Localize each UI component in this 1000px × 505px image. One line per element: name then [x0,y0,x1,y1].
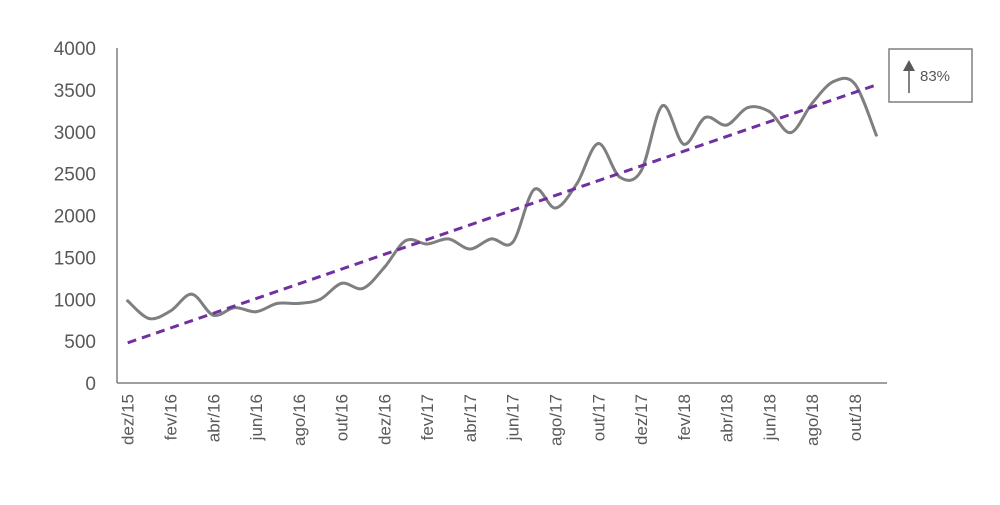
x-tick-label: ago/16 [290,394,309,446]
x-tick-label: jun/18 [760,394,779,441]
x-tick-label: dez/17 [632,394,651,445]
y-axis-tick-labels: 0 500 1000 1500 2000 2500 3000 3500 4000 [54,39,96,395]
data-point [275,301,279,305]
data-point [382,265,386,269]
data-point [853,82,857,86]
y-tick-label: 4000 [54,39,96,60]
axes [116,48,887,384]
data-point [447,237,450,241]
data-point [725,123,729,127]
x-tick-label: out/17 [589,394,608,441]
y-tick-label: 3000 [54,123,96,144]
x-tick-label: dez/16 [375,394,394,445]
x-tick-label: fev/17 [418,394,437,440]
data-point [596,142,600,145]
data-point [660,104,664,108]
data-point [532,188,536,191]
trendline [127,83,877,345]
data-point [746,106,750,109]
up-arrow-icon [903,60,915,93]
data-point [254,310,258,314]
x-tick-label: dez/15 [119,394,138,445]
data-point [511,240,515,244]
x-tick-label: fev/18 [675,394,694,440]
data-point [767,110,771,114]
x-tick-label: jun/16 [247,394,266,441]
data-point [703,116,707,119]
x-tick-label: abr/17 [461,394,480,442]
y-tick-label: 0 [85,374,96,395]
data-point [425,242,429,246]
data-point [832,80,835,83]
y-tick-label: 1000 [54,290,96,311]
data-point [404,239,408,243]
annotation-label: 83% [920,68,950,85]
data-point [340,281,344,285]
y-tick-label: 3500 [54,81,96,102]
data-point [789,131,793,135]
y-tick-label: 500 [64,332,96,353]
data-point [554,206,557,210]
x-tick-label: out/16 [333,394,352,441]
x-tick-label: abr/18 [718,394,737,442]
x-tick-label: abr/16 [204,394,223,442]
x-axis-tick-labels: dez/15 fev/16 abr/16 jun/16 ago/16 out/16 dez/… [119,394,865,446]
growth-annotation: 83% [888,48,973,103]
data-point [874,133,878,137]
series-line [126,76,878,321]
x-tick-label: jun/17 [504,394,523,441]
x-tick-label: fev/16 [161,394,180,440]
y-tick-label: 2500 [54,165,96,186]
data-point [489,237,493,241]
data-point [682,142,686,146]
data-point [639,169,643,173]
data-point [618,175,622,179]
y-tick-label: 2000 [54,207,96,228]
data-point [318,297,322,301]
x-tick-label: out/18 [846,394,865,441]
data-point [169,309,172,313]
data-point [361,286,365,290]
data-point [126,299,130,303]
data-point [190,292,194,296]
data-point [810,101,814,105]
y-tick-label: 1500 [54,248,96,269]
x-tick-label: ago/17 [546,394,565,446]
series-layer [126,76,878,345]
data-point [575,182,579,186]
data-point [468,247,472,251]
data-point [147,317,151,320]
data-point [297,301,301,305]
annotation-box [888,48,973,103]
x-tick-label: ago/18 [803,394,822,446]
